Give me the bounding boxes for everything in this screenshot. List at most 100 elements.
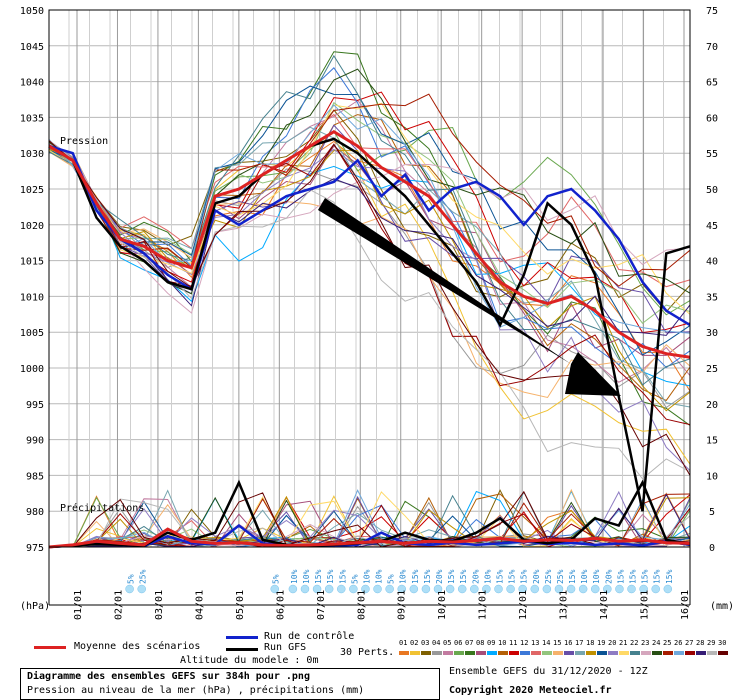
pressure-tick-label: 1045 [20,42,44,53]
left-axis-unit: (hPa) [20,601,51,612]
pressure-tick-label: 1040 [20,78,44,89]
pert-legend-id: 30 [718,639,727,647]
snow-probability-label: 15% [423,569,432,584]
plot-bg [49,10,690,547]
snow-probability-label: 15% [326,569,335,584]
snow-probability-label: 5% [127,574,136,584]
pert-legend-swatch [586,651,596,655]
pert-legend-swatch [487,651,497,655]
snow-flake-icon [349,584,358,594]
pert-legend-swatch [718,651,728,655]
pert-legend-id: 26 [674,639,683,647]
pert-legend-swatch [410,651,420,655]
precip-tick-label: 5 [709,507,715,518]
pert-legend-id: 24 [652,639,661,647]
snow-probability-label: 10% [375,569,384,584]
snow-probability-label: 15% [314,569,323,584]
pert-legend-id: 15 [553,639,562,647]
pressure-tick-label: 1015 [20,257,44,268]
snow-flake-icon [137,584,146,594]
pressure-tick-label: 980 [26,507,44,518]
snow-flake-icon [627,584,636,594]
pert-legend-swatch [542,651,552,655]
snow-probability-label: 10% [362,569,371,584]
snow-flake-icon [270,584,279,594]
snow-probability-label: 15% [629,569,638,584]
snow-flake-icon [421,584,431,594]
snow-probability-label: 10% [302,569,311,584]
snow-flake-icon [651,584,660,594]
snow-probability-label: 15% [616,569,625,584]
legend-gfs-label: Run GFS [264,642,307,653]
snow-probability-label: 25% [139,569,148,584]
snow-probability-label: 20% [604,569,613,584]
pert-legend-id: 04 [432,639,441,647]
legend-mean-swatch [34,646,66,649]
series-pressure-line [48,129,691,359]
snow-flake-icon [566,584,576,594]
pert-legend-swatch [619,651,629,655]
pert-legend-id: 13 [531,639,540,647]
chart-subtitle: Pression au niveau de la mer (hPa) , pré… [27,685,365,696]
pert-legend-swatch [652,651,662,655]
legend-gfs-swatch [226,648,258,651]
pert-legend-id: 01 [399,639,408,647]
pert-legend-swatch [630,651,640,655]
pert-legend-id: 07 [465,639,474,647]
pert-legend-swatch [674,651,684,655]
right-axis-unit: (mm) [710,601,735,612]
pert-legend-id: 22 [630,639,639,647]
pert-legend-id: 29 [707,639,716,647]
pert-legend-swatch [421,651,431,655]
pert-pressure-line [48,93,691,287]
pert-legend-id: 19 [597,639,606,647]
snow-flake-icon [385,584,394,594]
snow-flake-icon [663,584,673,594]
copyright-text: Copyright 2020 Meteociel.fr [449,685,612,696]
pert-legend-swatch [399,651,409,655]
snow-probability-label: 15% [495,569,504,584]
pert-pressure-line [48,54,691,386]
snow-flake-icon [494,584,503,594]
pert-legend-swatch [597,651,607,655]
series-precip-line [48,523,691,549]
legend-control-label: Run de contrôle [264,631,355,642]
precip-tick-label: 40 [706,257,718,268]
precip-tick-label: 0 [709,543,715,554]
snow-flake-icon [639,584,648,594]
snow-probability-label: 15% [568,569,577,584]
precip-tick-label: 65 [706,78,718,89]
pressure-tick-label: 1000 [20,364,44,375]
altitude-text: Altitude du modele : 0m [180,655,319,666]
pert-legend-id: 03 [421,639,430,647]
pert-legend-swatch [454,651,464,655]
snow-probability-label: 25% [544,569,553,584]
pert-legend-swatch [465,651,475,655]
pert-legend-swatch [509,651,519,655]
precip-tick-label: 20 [706,400,718,411]
snow-flake-icon [312,584,322,594]
snow-probability-label: 5% [387,574,396,584]
legend-control-swatch [226,636,258,639]
chart-grid [49,9,690,548]
snow-flake-icon [433,584,443,594]
pert-legend-id: 14 [542,639,551,647]
snow-flake-icon [470,584,479,594]
snow-flake-icon [409,584,419,594]
pressure-tick-label: 985 [26,471,44,482]
title-box: Diagramme des ensembles GEFS sur 384h po… [20,668,440,700]
pert-legend-id: 06 [454,639,463,647]
precip-tick-label: 75 [706,6,718,17]
pert-pressure-line [48,113,691,288]
snow-probability-label: 5% [272,574,281,584]
pert-legend-id: 23 [641,639,650,647]
precip-tick-label: 15 [706,436,718,447]
snow-probability-label: 10% [399,569,408,584]
trend-arrow [318,198,621,396]
pert-legend-id: 08 [476,639,485,647]
pert-legend-swatch [685,651,695,655]
snow-flake-icon [337,584,346,594]
pert-legend-swatch [498,651,508,655]
precip-tick-label: 35 [706,292,718,303]
pert-legend-swatch [553,651,563,655]
